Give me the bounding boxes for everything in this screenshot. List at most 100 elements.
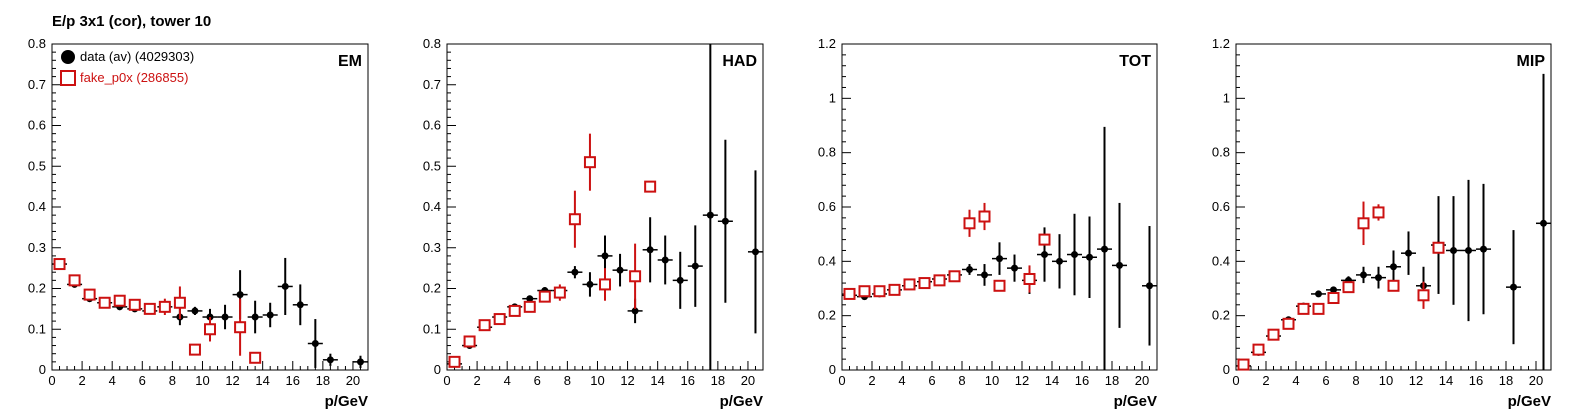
fake-point (583, 156, 596, 169)
x-tick-label: 8 (169, 373, 176, 388)
fake-point (903, 278, 916, 291)
y-tick-label: 0.4 (28, 199, 46, 214)
y-tick-label: 0.8 (423, 36, 441, 51)
fake-point (83, 288, 96, 301)
x-tick-label: 8 (958, 373, 965, 388)
data-point (1450, 246, 1457, 254)
panel-name: HAD (722, 53, 757, 70)
y-tick-label: 0.1 (28, 321, 46, 336)
y-tick-label: 0 (1223, 362, 1230, 377)
y-tick-label: 0.7 (28, 77, 46, 92)
panel-name: EM (338, 53, 362, 70)
data-point (1011, 264, 1018, 272)
legend-label: fake_p0x (286855) (80, 70, 188, 85)
panel-mip: 0 2 4 6 8 10 12 14 16 18 20 0 0.2 0.4 0.6 0.8 1 1.2 p/GeV M… (1212, 36, 1552, 410)
data-point (1390, 263, 1397, 271)
data-point (1465, 246, 1472, 254)
fake-point (98, 296, 111, 309)
fake-point (448, 355, 461, 368)
x-tick-label: 10 (1379, 373, 1393, 388)
fake-point (68, 274, 81, 287)
panel-tot: 0 2 4 6 8 10 12 14 16 18 20 0 0.2 0.4 0.6 0.8 1 1.2 p/GeV T… (818, 36, 1158, 410)
data-point (751, 248, 759, 256)
x-tick-label: 6 (928, 373, 935, 388)
y-tick-label: 0.7 (423, 77, 441, 92)
y-tick-label: 0.6 (818, 199, 836, 214)
chart-panels: 0 2 4 6 8 10 12 14 16 18 20 0 0.1 0.2 0.3 0.4 0.5 0.6 0.7 0… (28, 36, 1552, 410)
data-point (616, 266, 624, 274)
fake-point (1282, 317, 1295, 330)
panel-name: TOT (1119, 53, 1151, 70)
fake-point (933, 274, 946, 287)
fake-point (918, 277, 931, 290)
series-fake (1237, 201, 1445, 371)
y-tick-label: 0.6 (1212, 199, 1230, 214)
fake-point (1357, 217, 1370, 230)
data-point (266, 311, 274, 319)
x-tick-label: 0 (838, 373, 845, 388)
x-tick-label: 6 (534, 373, 541, 388)
data-point (661, 256, 669, 264)
data-point (356, 358, 364, 366)
y-tick-label: 0.2 (423, 281, 441, 296)
x-tick-label: 10 (195, 373, 209, 388)
fake-point (158, 300, 171, 313)
x-tick-label: 8 (564, 373, 571, 388)
data-point (631, 307, 639, 315)
data-point (1360, 271, 1367, 279)
x-axis-title: p/GeV (1114, 393, 1157, 410)
data-point (191, 307, 199, 315)
x-tick-label: 18 (711, 373, 725, 388)
fake-point (948, 270, 961, 283)
series-data (52, 257, 368, 368)
data-point (311, 340, 319, 348)
x-tick-label: 20 (1529, 373, 1543, 388)
x-tick-label: 16 (1075, 373, 1089, 388)
fake-point (629, 270, 642, 283)
x-tick-label: 4 (898, 373, 905, 388)
fake-point (553, 286, 566, 299)
data-point (1315, 290, 1322, 298)
x-tick-label: 2 (78, 373, 85, 388)
fake-point (1252, 343, 1265, 356)
data-point (1405, 249, 1412, 257)
fake-point (249, 351, 262, 364)
y-tick-label: 1.2 (1212, 36, 1230, 51)
fake-point (1327, 292, 1340, 305)
fake-point (523, 300, 536, 313)
fake-point (113, 294, 126, 307)
x-tick-label: 18 (1499, 373, 1513, 388)
fake-point (1312, 302, 1325, 315)
x-tick-label: 12 (225, 373, 239, 388)
x-tick-label: 0 (443, 373, 450, 388)
x-tick-label: 18 (1105, 373, 1119, 388)
y-tick-label: 0.1 (423, 321, 441, 336)
data-point (526, 295, 534, 303)
fake-point (978, 210, 991, 223)
x-tick-label: 8 (1352, 373, 1359, 388)
fake-point (463, 335, 476, 348)
x-tick-label: 12 (1409, 373, 1423, 388)
y-tick-label: 0.2 (1212, 308, 1230, 323)
data-point (1041, 251, 1048, 259)
data-point (236, 291, 244, 299)
fake-point (128, 298, 141, 311)
y-tick-label: 0.3 (28, 240, 46, 255)
x-tick-label: 20 (1135, 373, 1149, 388)
x-tick-label: 12 (1015, 373, 1029, 388)
y-tick-label: 0.8 (818, 145, 836, 160)
x-tick-label: 4 (504, 373, 511, 388)
series-fake (53, 258, 262, 364)
fake-point (843, 287, 856, 300)
data-point (676, 276, 684, 284)
figure-title: E/p 3x1 (cor), tower 10 (52, 13, 211, 30)
series-data (842, 126, 1157, 370)
fake-point (1432, 241, 1445, 254)
data-point (1086, 253, 1093, 261)
fake-point (143, 302, 156, 315)
y-tick-label: 0.5 (423, 158, 441, 173)
x-tick-label: 14 (650, 373, 664, 388)
x-tick-label: 4 (1292, 373, 1299, 388)
fake-point (1387, 279, 1400, 292)
data-point (646, 246, 654, 254)
